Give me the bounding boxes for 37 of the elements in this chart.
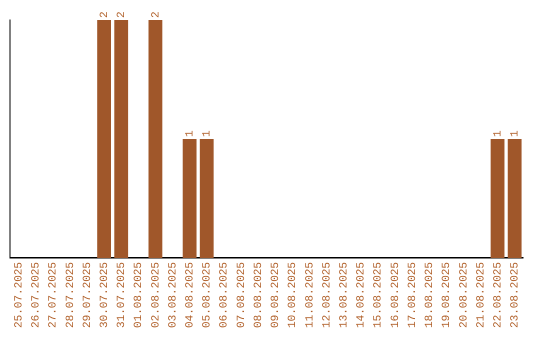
x-tick-label: 09.08.2025 — [270, 262, 282, 328]
x-tick-label: 26.07.2025 — [30, 262, 43, 328]
x-tick-label: 08.08.2025 — [252, 262, 265, 328]
x-tick-label: 14.08.2025 — [356, 262, 368, 328]
x-tick-label: 18.08.2025 — [424, 262, 436, 328]
x-tick-label: 20.08.2025 — [458, 262, 470, 328]
x-tick-label: 03.08.2025 — [167, 262, 180, 328]
x-tick-label: 22.08.2025 — [492, 262, 504, 328]
x-tick-label: 15.08.2025 — [372, 262, 385, 328]
x-tick-label: 06.08.2025 — [218, 262, 231, 328]
data-label: 2 — [150, 11, 162, 18]
data-label: 1 — [510, 130, 522, 137]
x-tick-label: 19.08.2025 — [441, 262, 454, 328]
x-tick-label: 12.08.2025 — [321, 262, 334, 328]
data-label: 1 — [492, 130, 504, 137]
x-tick-label: 27.07.2025 — [48, 262, 60, 328]
data-label: 2 — [98, 11, 111, 18]
x-tick-label: 31.07.2025 — [116, 262, 128, 328]
data-label: 1 — [202, 130, 214, 137]
data-label: 2 — [116, 11, 128, 18]
x-tick-label: 04.08.2025 — [184, 262, 197, 328]
x-tick-label: 13.08.2025 — [338, 262, 350, 328]
x-tick-label: 11.08.2025 — [304, 262, 316, 328]
data-label: 1 — [184, 130, 197, 137]
x-tick-label: 07.08.2025 — [236, 262, 248, 328]
x-tick-label: 02.08.2025 — [150, 262, 162, 328]
x-tick-label: 25.07.2025 — [13, 262, 26, 328]
x-tick-label: 10.08.2025 — [287, 262, 300, 328]
x-tick-label: 30.07.2025 — [98, 262, 111, 328]
x-tick-label: 28.07.2025 — [64, 262, 77, 328]
x-tick-label: 05.08.2025 — [202, 262, 214, 328]
x-tick-label: 01.08.2025 — [133, 262, 146, 328]
x-tick-label: 23.08.2025 — [510, 262, 522, 328]
x-tick-label: 21.08.2025 — [475, 262, 488, 328]
x-tick-label: 16.08.2025 — [390, 262, 402, 328]
x-tick-label: 17.08.2025 — [406, 262, 419, 328]
x-tick-label: 29.07.2025 — [82, 262, 94, 328]
